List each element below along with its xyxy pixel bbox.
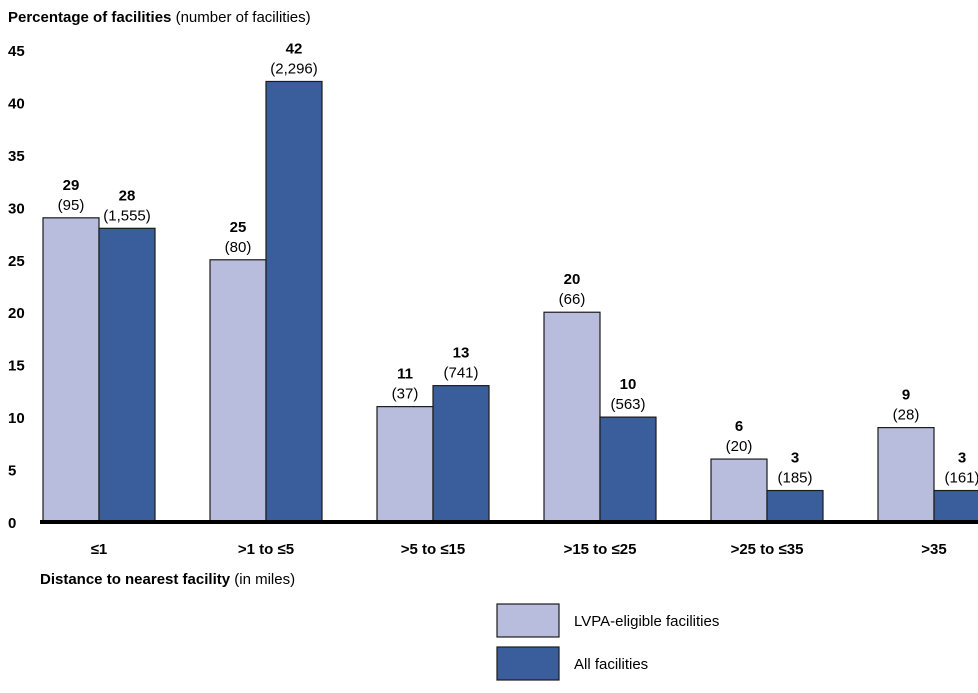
bar-all-3: [599, 416, 657, 523]
bar-lvpa-5: [877, 427, 935, 523]
bar-lvpa-3: [543, 311, 601, 523]
bar-value-label: 42: [286, 40, 303, 57]
bar-value-label: 20: [564, 271, 581, 288]
y-tick-label: 30: [8, 200, 25, 217]
y-tick-label: 15: [8, 358, 25, 375]
bar-lvpa-2: [376, 406, 434, 523]
bars: [42, 80, 978, 523]
bar-lvpa-1: [209, 259, 267, 523]
bar-all-2: [432, 385, 490, 523]
bar-count-label: (563): [610, 396, 645, 413]
bar-lvpa-0: [42, 217, 100, 523]
y-tick-label: 0: [8, 515, 16, 532]
bar-value-label: 3: [958, 450, 966, 467]
y-tick-label: 20: [8, 305, 25, 322]
bar-count-label: (185): [777, 470, 812, 487]
bar-count-label: (2,296): [270, 60, 318, 77]
y-axis-title-main: Percentage of facilities: [8, 9, 171, 26]
y-axis-title-suffix: (number of facilities): [176, 9, 311, 26]
bar-labels: 29 (95) 28 (1,555) 25 (80) 42 (2,296) 11 (37) 13 (7…: [58, 40, 978, 486]
x-tick-label: >35: [921, 541, 946, 558]
y-tick-label: 10: [8, 410, 25, 427]
bar-count-label: (95): [58, 197, 85, 214]
legend: LVPA-eligible facilities All facilities: [496, 603, 719, 681]
bar-count-label: (66): [559, 291, 586, 308]
bar-all-1: [265, 80, 323, 523]
x-axis-title-suffix: (in miles): [234, 571, 295, 588]
bar-count-label: (80): [225, 239, 252, 256]
x-tick-label: ≤1: [91, 541, 108, 558]
x-tick-label: >1 to ≤5: [238, 541, 294, 558]
x-axis-title: Distance to nearest facility (in miles): [40, 571, 295, 588]
bar-count-label: (161): [944, 470, 978, 487]
bar-all-4: [766, 489, 824, 523]
y-tick-label: 35: [8, 148, 25, 165]
y-tick-label: 5: [8, 463, 16, 480]
bar-value-label: 6: [735, 418, 743, 435]
bar-count-label: (28): [893, 407, 920, 424]
x-tick-label: >15 to ≤25: [564, 541, 637, 558]
bar-all-0: [98, 227, 156, 523]
legend-swatch-0: [496, 603, 560, 638]
x-axis-title-main: Distance to nearest facility: [40, 571, 231, 588]
bar-lvpa-4: [710, 458, 768, 523]
bar-value-label: 9: [902, 387, 910, 404]
bar-value-label: 25: [230, 219, 247, 236]
bar-value-label: 13: [453, 345, 470, 362]
bar-count-label: (741): [443, 365, 478, 382]
y-tick-label: 40: [8, 95, 25, 112]
legend-label-0: LVPA-eligible facilities: [574, 613, 719, 630]
bar-value-label: 3: [791, 450, 799, 467]
bar-all-5: [933, 489, 978, 523]
bar-value-label: 11: [397, 366, 413, 383]
x-axis-ticks: ≤1 >1 to ≤5 >5 to ≤15 >15 to ≤25 >25 to ≤35 >…: [91, 541, 947, 558]
y-tick-label: 45: [8, 43, 25, 60]
y-axis-ticks: 0 5 10 15 20 25 30 35 40 45: [8, 43, 25, 532]
bar-count-label: (1,555): [103, 207, 151, 224]
legend-swatch-1: [496, 646, 560, 681]
bar-value-label: 29: [63, 177, 80, 194]
bar-count-label: (20): [726, 438, 753, 455]
bar-value-label: 10: [620, 376, 637, 393]
y-tick-label: 25: [8, 253, 25, 270]
bar-value-label: 28: [119, 187, 136, 204]
legend-label-1: All facilities: [574, 656, 648, 673]
y-axis-title: Percentage of facilities (number of faci…: [8, 9, 311, 26]
x-tick-label: >25 to ≤35: [731, 541, 804, 558]
x-tick-label: >5 to ≤15: [401, 541, 466, 558]
bar-count-label: (37): [392, 386, 419, 403]
